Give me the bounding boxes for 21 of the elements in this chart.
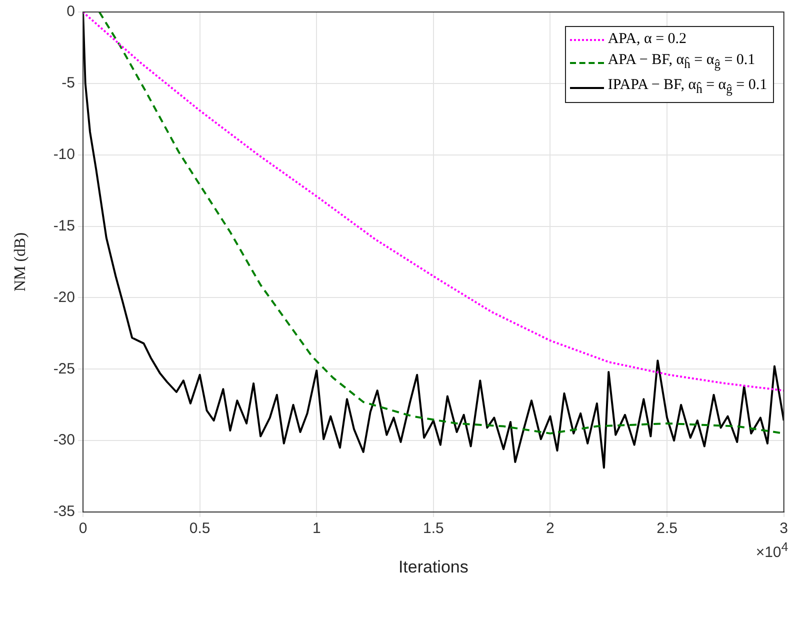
y-axis-title: NM (dB) xyxy=(12,232,29,292)
x-tick-label: 1.5 xyxy=(422,520,444,538)
y-tick-label: -30 xyxy=(53,432,75,449)
x-tick-label: 2 xyxy=(546,520,554,538)
legend-label: APA, α = 0.2 xyxy=(608,30,687,49)
x-tick-label: 3 xyxy=(780,520,788,538)
x-tick-label: 2.5 xyxy=(656,520,678,538)
legend-label: IPAPA − BF, α$_{ĥ}$ = α$_{ĝ}$ = 0.1 xyxy=(608,76,768,98)
y-tick-label: -5 xyxy=(62,74,75,92)
text: ×10$^{4}$ xyxy=(756,540,788,561)
x-tick-label: 0 xyxy=(78,520,88,538)
y-tick-label: -10 xyxy=(53,146,75,163)
legend-label: APA − BF, α$_{ĥ}$ = α$_{ĝ}$ = 0.1 xyxy=(608,51,756,73)
y-tick-label: -20 xyxy=(53,288,75,306)
x-axis-title: Iterations xyxy=(398,557,468,576)
y-tick-label: -25 xyxy=(53,360,75,378)
x-tick-label: 1 xyxy=(312,520,321,538)
y-tick-label: -15 xyxy=(53,217,75,234)
x-tick-label: 0.5 xyxy=(189,520,210,538)
y-tick-label: 0 xyxy=(66,3,75,20)
y-tick-label: -35 xyxy=(53,503,75,520)
